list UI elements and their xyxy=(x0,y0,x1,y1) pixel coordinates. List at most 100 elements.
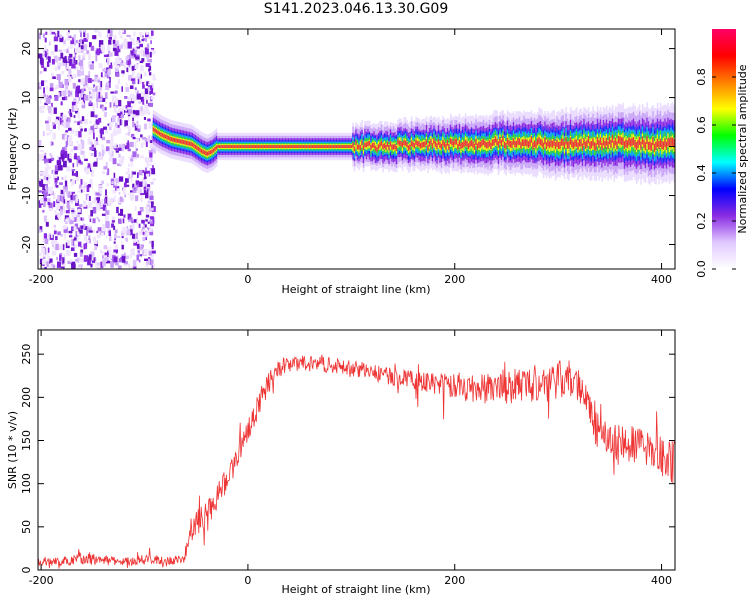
spectrogram-ridge-cell xyxy=(160,132,162,137)
spectrogram-noise-cell xyxy=(129,196,134,200)
spectrogram-noise-cell xyxy=(70,75,73,79)
spectrogram-noise-cell xyxy=(132,121,135,128)
spectrogram-ridge-cell xyxy=(365,142,368,148)
spectrogram-noise-cell xyxy=(60,117,62,125)
spectrogram-noise-cell xyxy=(127,55,132,59)
spectrogram-ridge-cell xyxy=(382,144,384,150)
spectrogram-noise-cell xyxy=(119,196,123,202)
spectrogram-noise-cell xyxy=(128,219,133,222)
spectrogram-noise-cell xyxy=(68,68,72,75)
spectrogram-ridge-cell xyxy=(232,145,234,148)
spectrogram-noise-cell xyxy=(43,201,46,208)
spectrogram-noise-cell xyxy=(88,235,91,240)
spectrogram-noise-cell xyxy=(113,172,116,178)
spectrogram-noise-cell xyxy=(129,53,132,57)
spectrogram-noise-cell xyxy=(132,151,137,158)
spectrogram-noise-cell xyxy=(88,230,93,233)
spectrogram-noise-cell xyxy=(105,162,108,169)
spectrogram-noise-cell xyxy=(55,182,57,187)
spectrogram-ridge-cell xyxy=(164,134,167,139)
spectrogram-noise-cell xyxy=(134,87,137,91)
spectrogram-noise-cell xyxy=(44,238,49,245)
spectrogram-noise-cell xyxy=(70,129,75,134)
spectrogram-noise-cell xyxy=(100,133,103,139)
spectrogram-ridge-cell xyxy=(353,146,356,152)
spectrogram-noise-cell xyxy=(98,117,102,123)
spectrogram-ridge-cell xyxy=(583,138,585,146)
spectrogram-ridge-cell xyxy=(248,145,251,148)
spectrogram-noise-cell xyxy=(137,185,142,190)
spectrogram-noise-cell xyxy=(51,59,55,65)
spectrogram-noise-cell xyxy=(122,227,124,233)
spectrogram-noise-cell xyxy=(98,89,102,97)
spectrogram-noise-cell xyxy=(150,181,154,185)
spectrogram-noise-cell xyxy=(141,58,145,62)
spectrogram-noise-cell xyxy=(94,74,99,81)
spectrogram-noise-cell xyxy=(55,185,59,188)
spectrogram-ridge-cell xyxy=(628,137,630,146)
spectrogram-noise-cell xyxy=(150,40,152,44)
spectrogram-ridge-cell xyxy=(301,145,303,148)
spectrogram-ridge-cell xyxy=(655,141,657,150)
spectrogram-ridge-cell xyxy=(500,139,503,147)
spectrogram-noise-cell xyxy=(63,118,66,121)
spectrogram-noise-cell xyxy=(57,30,60,38)
spectrogram-noise-cell xyxy=(96,137,98,141)
spectrogram-noise-cell xyxy=(136,217,139,225)
spectrogram-noise-cell xyxy=(144,94,149,100)
spectrogram-noise-cell xyxy=(61,195,64,203)
spectrogram-ridge-cell xyxy=(250,145,252,148)
spectrogram-ridge-cell xyxy=(154,128,156,133)
spectrogram-ridge-cell xyxy=(188,141,191,146)
spectrogram-noise-cell xyxy=(47,166,51,170)
spectrogram-noise-cell xyxy=(146,81,148,86)
spectrogram-noise-cell xyxy=(80,31,82,38)
spectrogram-noise-cell xyxy=(100,44,105,51)
spectrogram-noise-cell xyxy=(60,209,63,216)
spectrogram-noise-cell xyxy=(138,77,141,80)
spectrogram-noise-cell xyxy=(47,198,51,202)
spectrogram-ridge-cell xyxy=(671,137,674,146)
spectrogram-noise-cell xyxy=(105,221,110,229)
spectrogram-noise-cell xyxy=(108,254,113,259)
spectrogram-ridge-cell xyxy=(406,141,408,148)
spectrogram-noise-cell xyxy=(132,48,135,51)
spectrogram-ridge-cell xyxy=(263,145,266,148)
spectrogram-noise-cell xyxy=(43,189,46,193)
spectrogram-noise-cell xyxy=(58,157,61,162)
spectrogram-noise-cell xyxy=(71,210,75,213)
spectrogram-noise-cell xyxy=(132,52,136,59)
spectrogram-noise-cell xyxy=(80,38,84,44)
spectrogram-ridge-cell xyxy=(371,142,374,148)
spectrogram-ridge-cell xyxy=(569,137,572,145)
spectrogram-noise-cell xyxy=(59,34,63,39)
snr-x-tick-label: 400 xyxy=(651,574,672,587)
spectrogram-x-tick-label: 400 xyxy=(651,273,672,286)
spectrogram-noise-cell xyxy=(113,35,117,40)
spectrogram-noise-cell xyxy=(54,66,58,71)
spectrogram-ridge-cell xyxy=(487,141,489,149)
spectrogram-noise-cell xyxy=(135,56,140,60)
spectrogram-noise-cell xyxy=(75,197,78,203)
spectrogram-noise-cell xyxy=(86,229,88,236)
spectrogram-noise-cell xyxy=(138,181,143,187)
spectrogram-noise-cell xyxy=(145,263,149,268)
spectrogram-noise-cell xyxy=(65,218,69,222)
spectrogram-noise-cell xyxy=(48,41,51,46)
spectrogram-y-tick-label: 20 xyxy=(20,42,33,56)
snr-y-tick-label: 50 xyxy=(20,520,33,534)
spectrogram-ridge-cell xyxy=(194,144,197,149)
spectrogram-noise-cell xyxy=(66,135,69,138)
spectrogram-noise-cell xyxy=(38,190,43,193)
spectrogram-noise-cell xyxy=(55,236,58,240)
spectrogram-ridge-cell xyxy=(379,142,381,148)
spectrogram-noise-cell xyxy=(81,101,84,106)
spectrogram-noise-cell xyxy=(144,258,148,261)
snr-y-axis-label: SNR (10 * v/v) xyxy=(6,411,19,489)
spectrogram-ridge-cell xyxy=(497,141,500,148)
spectrogram-noise-cell xyxy=(38,32,41,40)
spectrogram-noise-cell xyxy=(75,231,78,237)
spectrogram-noise-cell xyxy=(80,150,85,155)
spectrogram-noise-cell xyxy=(95,262,100,266)
spectrogram-ridge-cell xyxy=(448,144,450,150)
